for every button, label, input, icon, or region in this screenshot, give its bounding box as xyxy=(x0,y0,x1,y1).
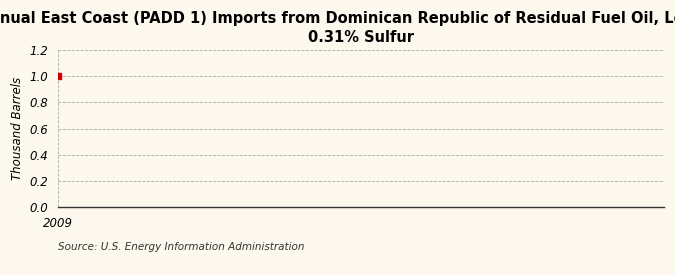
Title: Annual East Coast (PADD 1) Imports from Dominican Republic of Residual Fuel Oil,: Annual East Coast (PADD 1) Imports from … xyxy=(0,11,675,45)
Y-axis label: Thousand Barrels: Thousand Barrels xyxy=(11,77,24,180)
Text: Source: U.S. Energy Information Administration: Source: U.S. Energy Information Administ… xyxy=(58,242,304,252)
